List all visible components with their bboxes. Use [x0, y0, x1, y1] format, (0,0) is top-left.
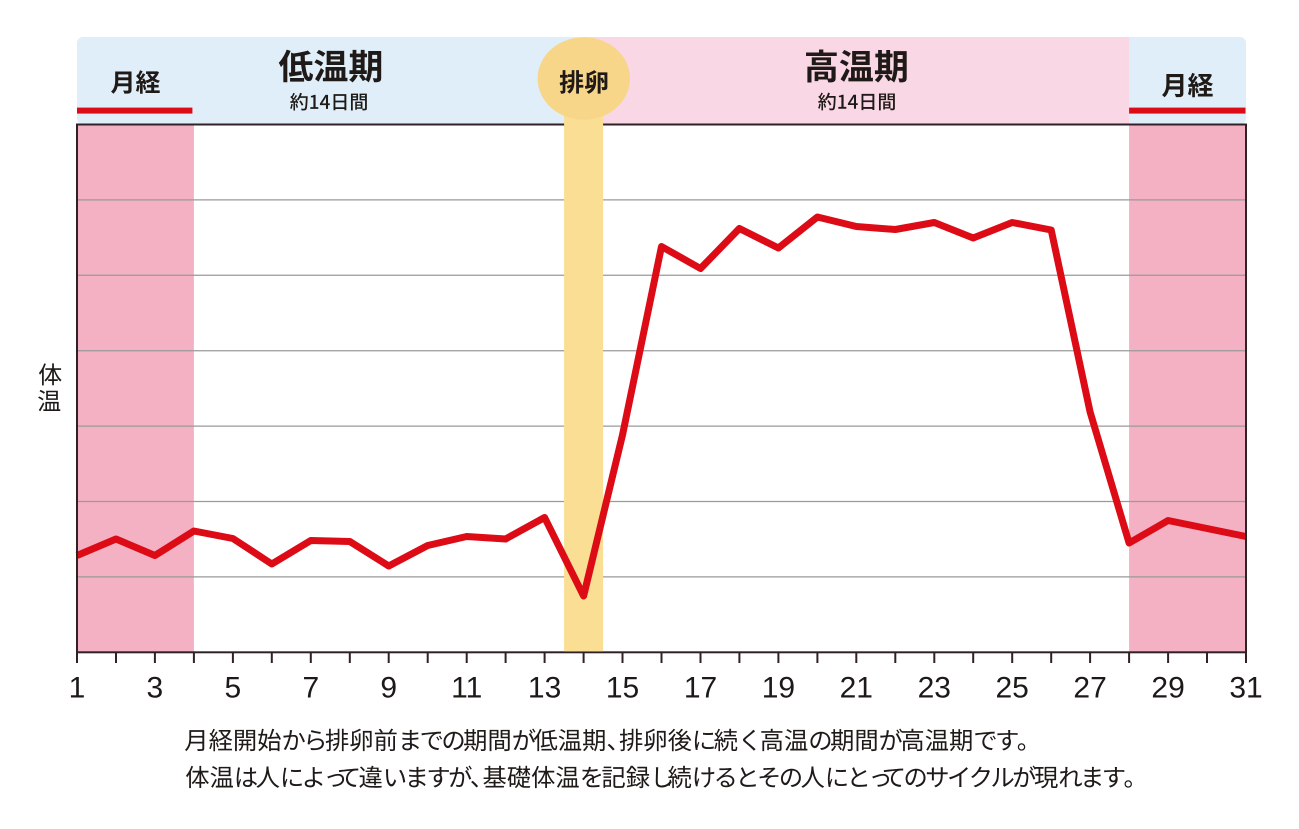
svg-text:13: 13 [528, 672, 561, 705]
svg-text:27: 27 [1073, 672, 1106, 705]
svg-text:23: 23 [918, 672, 951, 705]
svg-text:3: 3 [147, 672, 164, 705]
svg-text:19: 19 [762, 672, 795, 705]
svg-text:15: 15 [606, 672, 639, 705]
svg-text:17: 17 [684, 672, 717, 705]
svg-text:29: 29 [1151, 672, 1184, 705]
svg-text:5: 5 [225, 672, 242, 705]
svg-text:21: 21 [840, 672, 873, 705]
svg-text:25: 25 [996, 672, 1029, 705]
svg-text:1: 1 [69, 672, 86, 705]
svg-text:7: 7 [302, 672, 319, 705]
svg-text:11: 11 [451, 672, 482, 705]
svg-text:31: 31 [1229, 672, 1262, 705]
svg-text:9: 9 [380, 672, 397, 705]
